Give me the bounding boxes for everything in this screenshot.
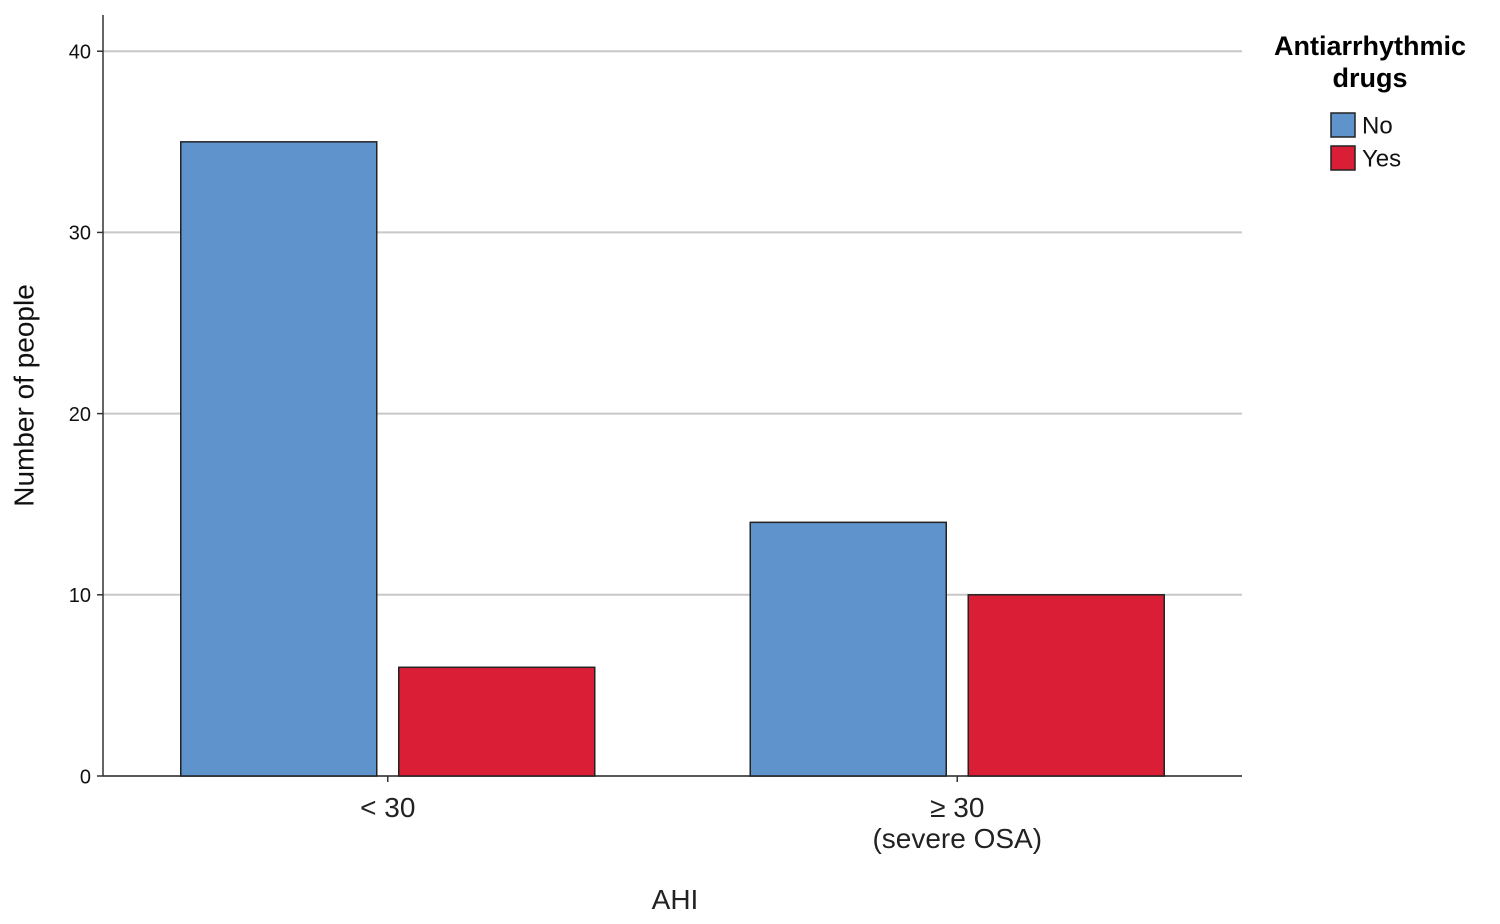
bar (967, 594, 1165, 777)
legend-swatch (1330, 145, 1356, 171)
y-tick-label: 40 (69, 42, 91, 64)
y-tick-label: 30 (69, 223, 91, 245)
bar (180, 141, 378, 777)
y-tick-label: 0 (80, 766, 91, 788)
y-axis-title: Number of people (8, 284, 39, 507)
bar (749, 521, 947, 777)
legend-label: No (1362, 112, 1393, 139)
x-tick-label: < 30 (360, 792, 416, 823)
x-axis-title: AHI (651, 884, 699, 915)
legend-title: Antiarrhythmic drugs (1273, 31, 1467, 93)
x-tick-label: ≥ 30 (severe OSA) (872, 792, 1043, 854)
bar (398, 666, 596, 777)
y-tick-label: 10 (69, 585, 91, 607)
legend-label: Yes (1362, 145, 1401, 172)
legend-swatch (1330, 112, 1356, 138)
y-tick-label: 20 (69, 404, 91, 426)
